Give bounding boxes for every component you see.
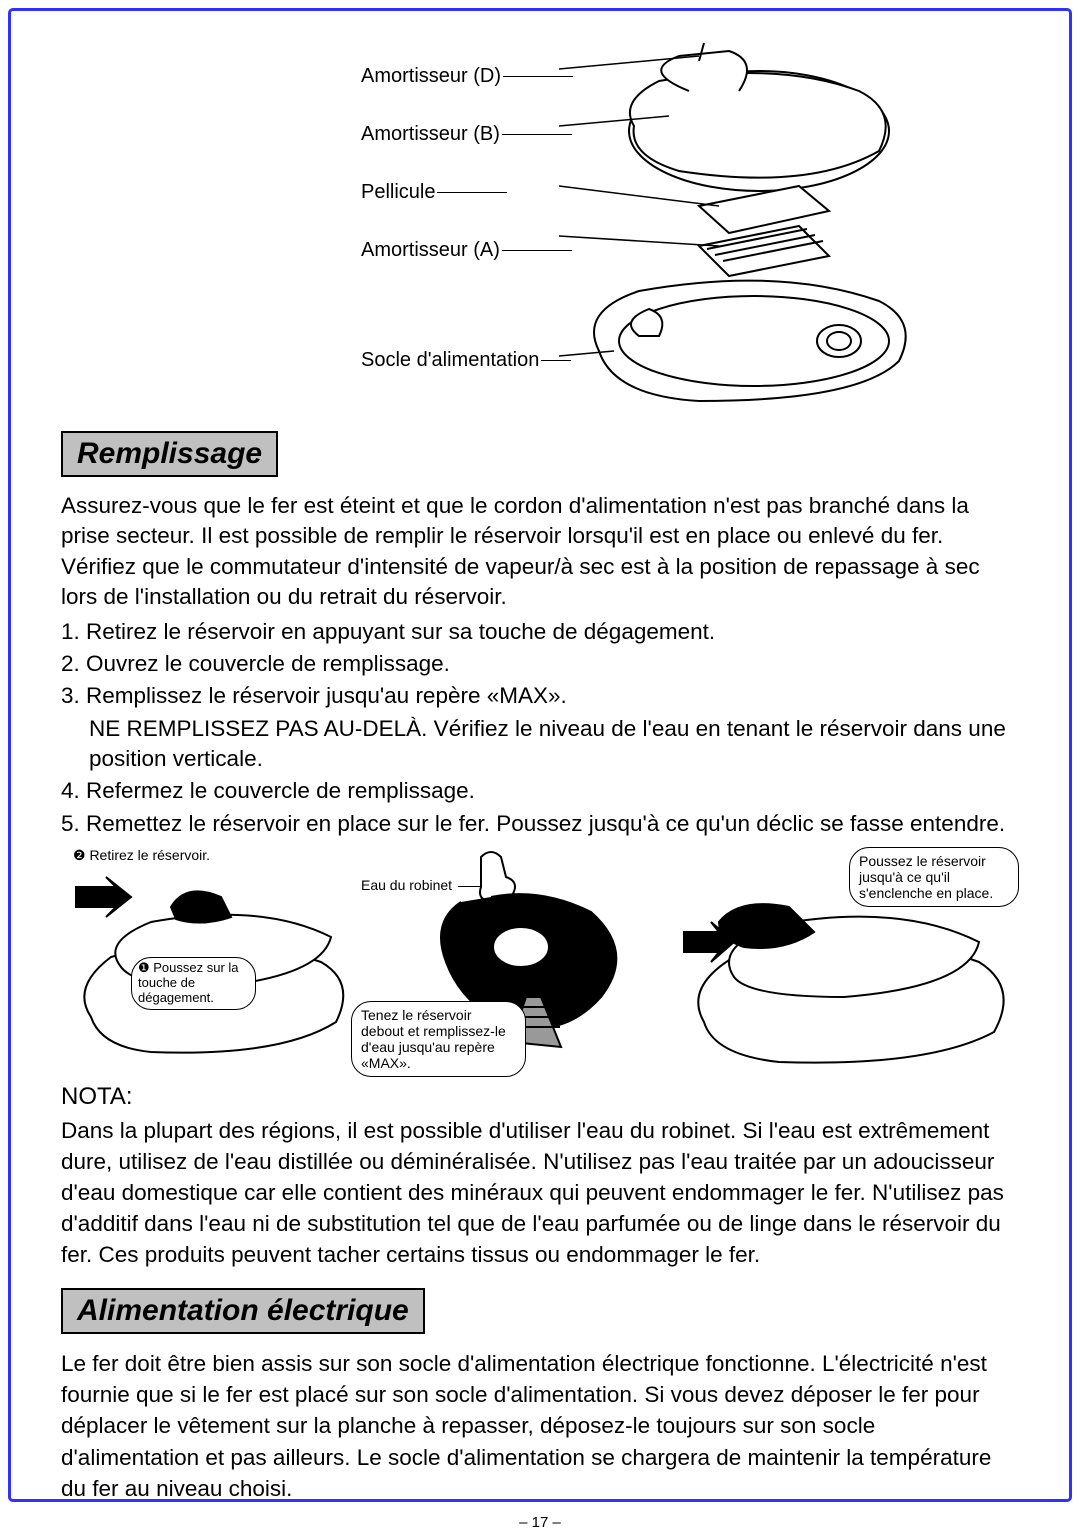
top-diagram-illustration — [559, 41, 919, 411]
step-3: 3. Remplissez le réservoir jusqu'au repè… — [61, 681, 1019, 711]
fig1-callout: ❶ Poussez sur la touche de dégagement. — [131, 957, 256, 1010]
step-1: 1. Retirez le réservoir en appuyant sur … — [61, 617, 1019, 647]
step-3b: NE REMPLISSEZ PAS AU-DELÀ. Vérifiez le n… — [61, 714, 1019, 775]
label-text: Amortisseur (B) — [361, 123, 500, 145]
label-text: Pellicule — [361, 181, 435, 203]
fig-1: ❷ Retirez le réservoir. ❶ Poussez sur la… — [61, 847, 361, 1077]
top-diagram: Amortisseur (D) Amortisseur (B) Pellicul… — [61, 41, 1019, 411]
step-5: 5. Remettez le réservoir en place sur le… — [61, 809, 1019, 839]
fig3-bubble: Poussez le réservoir jusqu'à ce qu'il s'… — [849, 847, 1019, 907]
heading-remplissage: Remplissage — [61, 431, 278, 477]
label-amortisseur-a: Amortisseur (A) — [361, 235, 573, 265]
page-number: – 17 – — [61, 1514, 1019, 1531]
label-socle: Socle d'alimentation — [361, 345, 573, 375]
fig2-bubble: Tenez le réservoir debout et remplissez-… — [351, 1001, 526, 1077]
label-pellicule: Pellicule — [361, 177, 573, 207]
page-border: Amortisseur (D) Amortisseur (B) Pellicul… — [8, 8, 1072, 1502]
fig-3: Poussez le réservoir jusqu'à ce qu'il s'… — [679, 847, 1019, 1077]
step-4: 4. Refermez le couvercle de remplissage. — [61, 776, 1019, 806]
nota-text: Dans la plupart des régions, il est poss… — [61, 1115, 1019, 1270]
label-text: Amortisseur (A) — [361, 239, 500, 261]
step-3b-text: NE REMPLISSEZ PAS AU-DELÀ. Vérifiez le n… — [61, 714, 1019, 775]
middle-diagrams: ❷ Retirez le réservoir. ❶ Poussez sur la… — [61, 847, 1019, 1077]
fig-2: Eau du robinet Tenez le réservoir debout — [361, 847, 681, 1077]
step-2: 2. Ouvrez le couvercle de remplissage. — [61, 649, 1019, 679]
nota-label: NOTA: — [61, 1083, 1019, 1111]
label-text: Amortisseur (D) — [361, 65, 501, 87]
label-amortisseur-d: Amortisseur (D) — [361, 61, 573, 91]
label-amortisseur-b: Amortisseur (B) — [361, 119, 573, 149]
section2-text: Le fer doit être bien assis sur son socl… — [61, 1348, 1019, 1503]
intro-text: Assurez-vous que le fer est éteint et qu… — [61, 491, 1019, 613]
heading-alimentation: Alimentation électrique — [61, 1288, 425, 1334]
label-text: Socle d'alimentation — [361, 349, 539, 371]
top-diagram-labels: Amortisseur (D) Amortisseur (B) Pellicul… — [361, 61, 573, 403]
